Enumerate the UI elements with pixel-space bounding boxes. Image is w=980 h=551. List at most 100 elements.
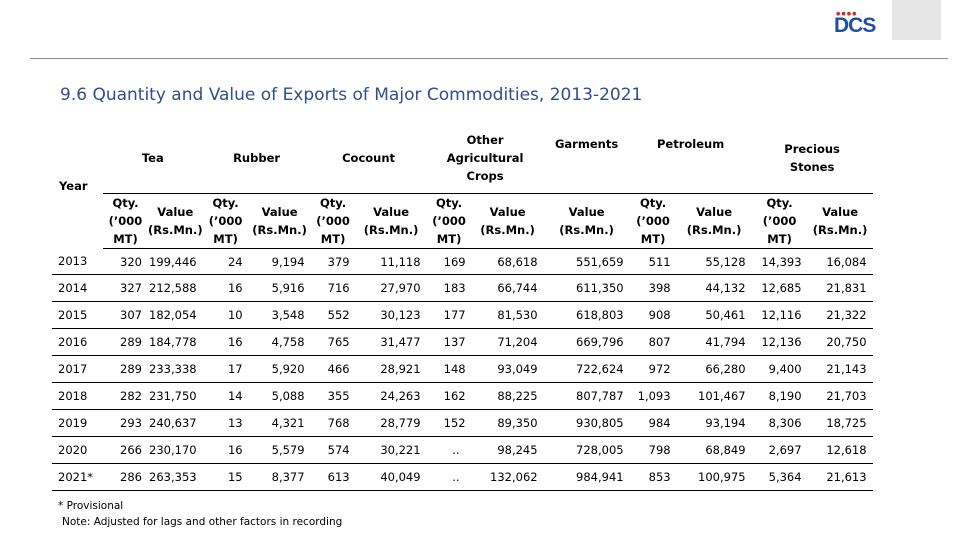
table-cell: 611,350 (543, 274, 630, 302)
table-cell: 24,263 (355, 382, 427, 410)
table-cell: 12,136 (751, 328, 808, 356)
table-row: 2021* 286 263,353 15 8,377 613 40,049.. 132,062… (52, 463, 873, 491)
table-cell: 89,350 (471, 409, 544, 437)
group-header-cocount: Cocount (342, 151, 396, 165)
table-cell: 12,116 (751, 301, 808, 329)
year-cell: 2018 (52, 382, 103, 410)
table-cell: 28,921 (355, 355, 427, 383)
table-cell: 2,697 (751, 436, 808, 464)
table-cell: 574 (310, 436, 356, 464)
table-cell: 183 (426, 274, 472, 302)
qty-header: Qty. (’000 MT) (426, 193, 472, 249)
table-cell: 231,750 (148, 382, 203, 410)
table-cell: 13 (202, 409, 249, 437)
table-cell: 289 (103, 355, 148, 383)
table-cell: 984,941 (543, 463, 630, 491)
table-cell: 30,123 (355, 301, 427, 329)
table-cell: 5,579 (248, 436, 311, 464)
table-body: 2013 320 199,446 24 9,194 379 11,118 169 68,618 5… (52, 248, 873, 491)
table-cell: 16,084 (807, 248, 873, 275)
table-cell: 613 (310, 463, 356, 491)
table-cell: 137 (426, 328, 472, 356)
value-header: Value (Rs.Mn.) (248, 193, 311, 249)
table-cell: 12,618 (807, 436, 873, 464)
table-row: 2013 320 199,446 24 9,194 379 11,118 169 68,618 5… (52, 248, 873, 275)
table-cell: 21,831 (807, 274, 873, 302)
table-cell: 28,779 (355, 409, 427, 437)
group-header-other-crops: Other Agricultural Crops (446, 133, 524, 183)
table-cell: 98,245 (471, 436, 544, 464)
table-cell: 15 (202, 463, 249, 491)
table-cell: 240,637 (148, 409, 203, 437)
table-cell: 768 (310, 409, 356, 437)
table-cell: 12,685 (751, 274, 808, 302)
table-cell: 184,778 (148, 328, 203, 356)
qty-header: Qty. (’000 MT) (751, 193, 808, 249)
table-cell: 5,364 (751, 463, 808, 491)
table-row: 2016 289 184,778 16 4,758 765 31,477 137 71,204 6… (52, 328, 873, 356)
table-cell: 132,062 (471, 463, 544, 491)
table-cell: 21,613 (807, 463, 873, 491)
table-cell: 50,461 (676, 301, 752, 329)
table-cell: 148 (426, 355, 472, 383)
table-cell: 972 (629, 355, 677, 383)
table-cell: 289 (103, 328, 148, 356)
table-cell: 282 (103, 382, 148, 410)
table-cell: 728,005 (543, 436, 630, 464)
table-cell: 55,128 (676, 248, 752, 275)
table-cell: 908 (629, 301, 677, 329)
table-cell: 379 (310, 248, 356, 275)
table-cell: 40,049 (355, 463, 427, 491)
table-cell: 798 (629, 436, 677, 464)
group-header-rubber: Rubber (233, 151, 281, 165)
table-cell: 327 (103, 274, 148, 302)
year-cell: 2016 (52, 328, 103, 356)
table-cell: 355 (310, 382, 356, 410)
footnote-note: Note: Adjusted for lags and other factor… (62, 516, 343, 528)
table-cell: 101,467 (676, 382, 752, 410)
table-cell: 807 (629, 328, 677, 356)
table-cell: 100,975 (676, 463, 752, 491)
page-title: 9.6 Quantity and Value of Exports of Maj… (60, 85, 643, 105)
table-cell: 11,118 (355, 248, 427, 275)
group-header-tea: Tea (141, 151, 164, 165)
table-cell: 4,758 (248, 328, 311, 356)
table-cell: 93,049 (471, 355, 544, 383)
table-cell: 930,805 (543, 409, 630, 437)
table-cell: 18,725 (807, 409, 873, 437)
table-cell: 24 (202, 248, 249, 275)
group-header-garments: Garments (554, 137, 619, 151)
footnote-provisional: * Provisional (58, 500, 124, 512)
table-cell: 307 (103, 301, 148, 329)
qty-header: Qty. (’000 MT) (202, 193, 249, 249)
table-cell: 21,143 (807, 355, 873, 383)
table-cell: .. (426, 436, 472, 464)
table-cell: 199,446 (148, 248, 203, 275)
table-cell: 27,970 (355, 274, 427, 302)
group-header-precious-stones: Precious Stones (784, 142, 840, 174)
table-cell: 8,306 (751, 409, 808, 437)
table-row: 2015 307 182,054 10 3,548 552 30,123 177 81,530 6… (52, 301, 873, 329)
table-cell: 293 (103, 409, 148, 437)
year-cell: 2014 (52, 274, 103, 302)
table-cell: 807,787 (543, 382, 630, 410)
table-cell: 14,393 (751, 248, 808, 275)
table-cell: 68,849 (676, 436, 752, 464)
table-cell: 398 (629, 274, 677, 302)
logo-text: DCS (834, 14, 876, 37)
year-header: Year (59, 178, 88, 193)
exports-table: Year Tea Rubber Cocount Other Agricultur… (52, 123, 873, 491)
table-cell: 263,353 (148, 463, 203, 491)
header-divider (30, 58, 948, 59)
qty-header: Qty. (’000 MT) (103, 193, 148, 249)
table-cell: 5,920 (248, 355, 311, 383)
table-cell: 41,794 (676, 328, 752, 356)
table-cell: 4,321 (248, 409, 311, 437)
table-cell: 162 (426, 382, 472, 410)
table-cell: 5,916 (248, 274, 311, 302)
table-cell: 169 (426, 248, 472, 275)
table-cell: 44,132 (676, 274, 752, 302)
table-cell: 552 (310, 301, 356, 329)
table-cell: 10 (202, 301, 249, 329)
table-cell: 14 (202, 382, 249, 410)
